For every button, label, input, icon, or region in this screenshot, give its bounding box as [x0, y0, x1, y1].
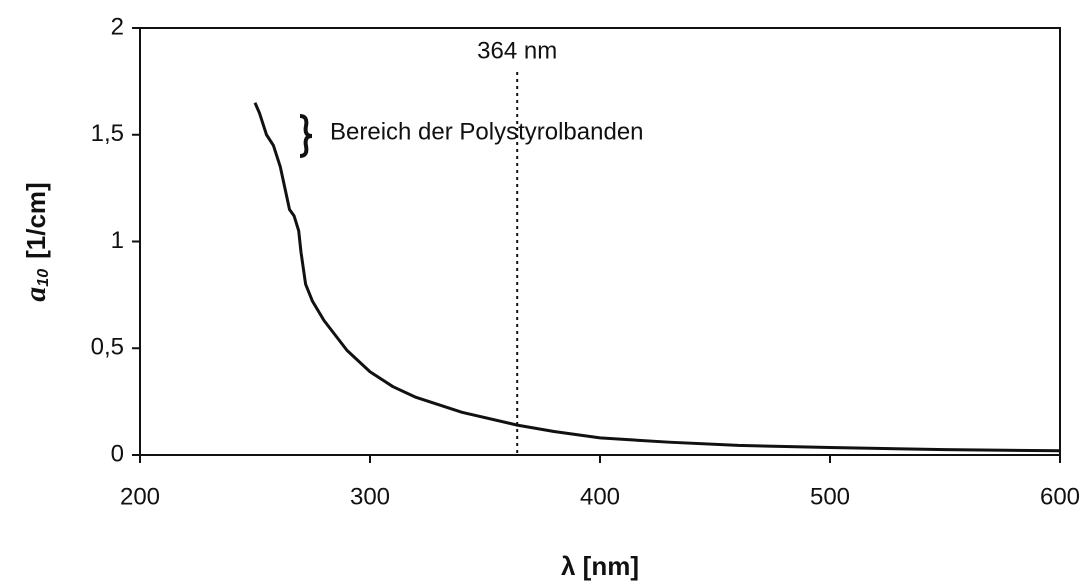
y-symbol: a: [19, 287, 52, 302]
x-axis-label: λ [nm]: [561, 551, 639, 581]
annotation-label: 364 nm: [477, 37, 557, 64]
plot-frame: [139, 27, 1061, 456]
y-axis-label-text: a10 [1/cm]: [19, 182, 52, 301]
x-tick-label: 200: [120, 483, 160, 510]
y-subscript: 10: [35, 269, 52, 287]
x-tick-label: 500: [810, 483, 850, 510]
y-tick-label: 1,5: [91, 120, 124, 147]
y-unit: [1/cm]: [21, 182, 51, 259]
y-tick-label: 0: [111, 440, 124, 467]
y-tick-label: 1: [111, 227, 124, 254]
y-tick-label: 2: [111, 13, 124, 40]
x-tick-label: 600: [1040, 483, 1080, 510]
x-tick-label: 400: [580, 483, 620, 510]
y-tick-label: 0,5: [91, 334, 124, 361]
x-tick-label: 300: [350, 483, 390, 510]
annotation-text: Bereich der Polystyrolbanden: [330, 118, 644, 145]
data-line: [253, 102, 1061, 453]
y-axis-label: a10 [1/cm]: [19, 182, 52, 301]
brace: [299, 114, 313, 158]
